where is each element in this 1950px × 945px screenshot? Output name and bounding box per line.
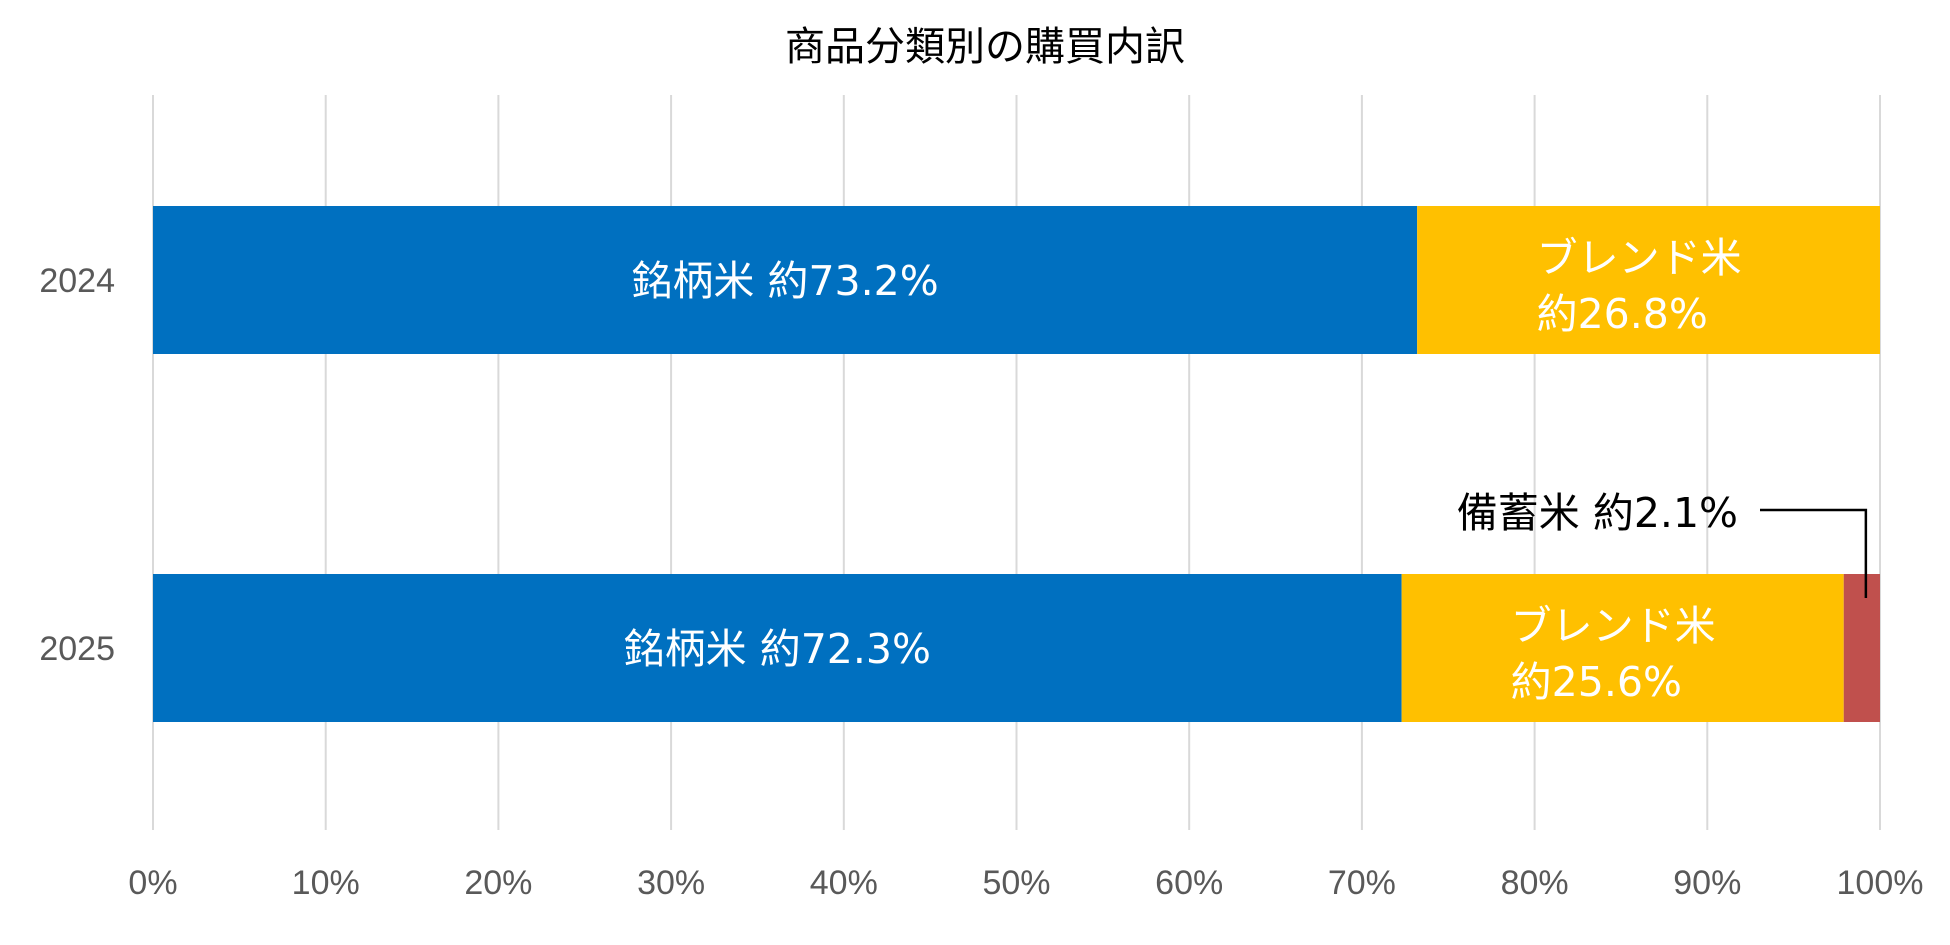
bar-segment xyxy=(153,206,1418,354)
bar-segment xyxy=(153,574,1402,722)
data-label: 備蓄米 約2.1% xyxy=(1457,489,1738,537)
chart-title: 商品分類別の購買内訳 xyxy=(785,24,1185,70)
x-tick-label: 90% xyxy=(1673,864,1741,902)
x-tick-label: 30% xyxy=(637,864,705,902)
x-axis-ticks: 0% 10% 20% 30% 40% 50% 60% 70% 80% 90% 100% xyxy=(128,864,1923,902)
callout-leader-line xyxy=(1760,508,1868,598)
x-tick-label: 40% xyxy=(810,864,878,902)
y-category-label: 2025 xyxy=(39,630,115,668)
bar-segment xyxy=(1401,574,1844,722)
y-category-label: 2024 xyxy=(39,262,115,300)
x-tick-label: 50% xyxy=(982,864,1050,902)
x-tick-label: 60% xyxy=(1155,864,1223,902)
x-tick-label: 20% xyxy=(464,864,532,902)
data-label: ブレンド米 xyxy=(1537,234,1742,282)
x-tick-label: 70% xyxy=(1328,864,1396,902)
x-tick-label: 10% xyxy=(292,864,360,902)
data-label: ブレンド米 xyxy=(1511,602,1716,650)
x-tick-label: 0% xyxy=(128,864,177,902)
bar-segment xyxy=(1417,206,1880,354)
data-label: 銘柄米 約72.3% xyxy=(624,625,931,673)
y-axis-categories: 2024 2025 xyxy=(39,262,115,668)
x-tick-label: 80% xyxy=(1501,864,1569,902)
data-label: 約26.8% xyxy=(1537,290,1708,338)
data-label: 約25.6% xyxy=(1511,658,1682,706)
bars xyxy=(153,206,1880,722)
data-label: 銘柄米 約73.2% xyxy=(631,257,938,305)
bar-segment xyxy=(1843,574,1880,722)
x-tick-label: 100% xyxy=(1837,864,1924,902)
